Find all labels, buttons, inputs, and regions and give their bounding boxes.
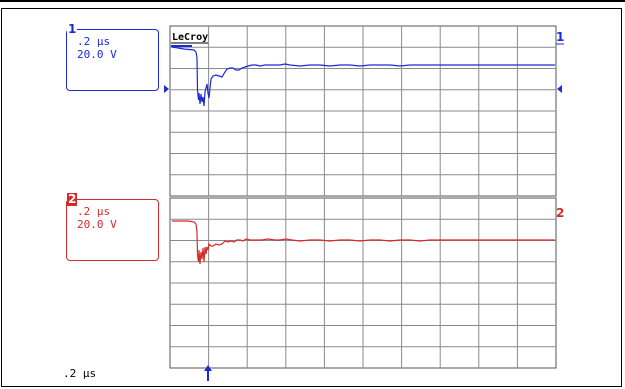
channel2-number: 2	[67, 192, 78, 206]
channel1-right-marker-icon	[557, 85, 562, 93]
channel1-number: 1	[67, 22, 78, 36]
channel1-timebase: .2 µs	[77, 35, 111, 48]
channel2-timebase: .2 µs	[77, 205, 111, 218]
channel2-grid	[169, 197, 557, 369]
lecroy-logo: LeCroy	[172, 32, 208, 43]
channel2-info-box[interactable]: 2 .2 µs 20.0 V	[66, 193, 159, 261]
display-frame	[1, 8, 622, 387]
channel2-volts: 20.0 V	[77, 218, 117, 231]
channel1-trace	[171, 46, 555, 107]
top-border	[0, 0, 625, 2]
channel1-info-box[interactable]: 1 .2 µs 20.0 V	[66, 23, 159, 91]
footer-timebase: .2 µs	[63, 367, 97, 380]
channel1-volts: 20.0 V	[77, 48, 117, 61]
channel2-end-label: 2	[556, 206, 564, 220]
channel1-left-marker-icon	[164, 85, 169, 93]
channel2-trace	[172, 220, 555, 265]
trigger-arrow-icon[interactable]	[204, 365, 212, 371]
channel1-grid	[169, 25, 557, 197]
channel1-end-label: 1	[556, 30, 564, 44]
